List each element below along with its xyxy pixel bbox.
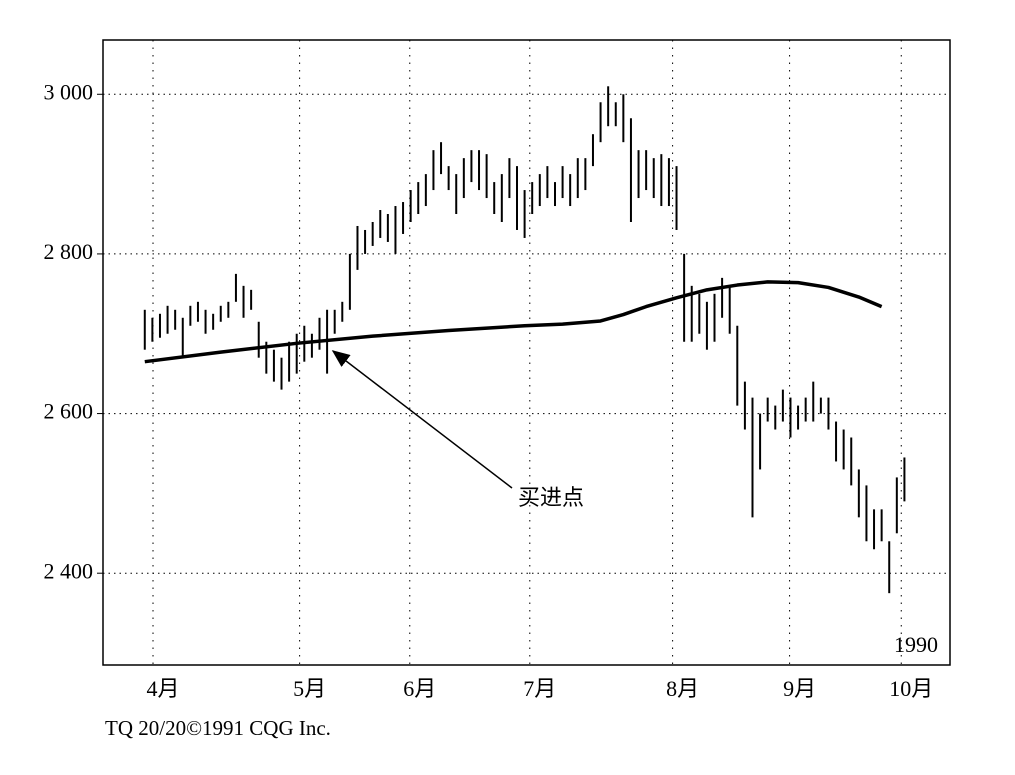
annotation: 买进点 xyxy=(518,485,584,510)
source: TQ 20/20©1991 CQG Inc. xyxy=(105,716,331,740)
x-tick-label: 7月 xyxy=(523,676,556,701)
x-tick-label: 6月 xyxy=(403,676,436,701)
x-tick-label: 9月 xyxy=(783,676,816,701)
x-tick-label: 10月 xyxy=(889,676,933,701)
plot-frame xyxy=(102,39,951,666)
x-tick-label: 8月 xyxy=(666,676,699,701)
annotation-arrow xyxy=(331,350,513,489)
y-tick-label: 2 400 xyxy=(44,558,94,583)
y-tick-label: 2 600 xyxy=(44,399,94,424)
x-tick-label: 4月 xyxy=(147,676,180,701)
moving-average xyxy=(144,280,883,364)
x-tick-label: 5月 xyxy=(293,676,326,701)
y-tick-label: 2 800 xyxy=(44,239,94,264)
y-tick-label: 3 000 xyxy=(44,79,94,104)
year-label: 1990 xyxy=(894,632,938,657)
